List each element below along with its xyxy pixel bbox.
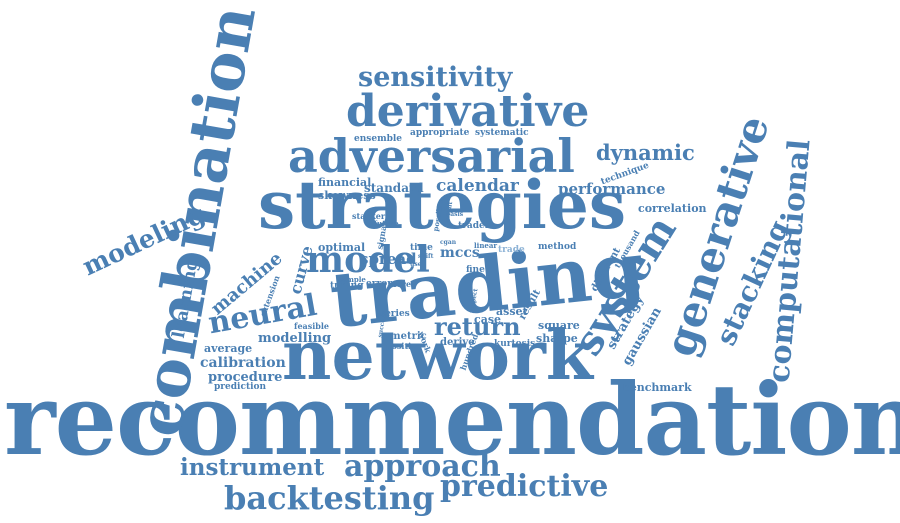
word-benchmark: benchmark — [622, 381, 692, 394]
word-procedure: procedure — [208, 370, 283, 385]
word-asset: asset — [496, 305, 528, 318]
word-use: use — [410, 261, 422, 268]
word-return: return — [434, 312, 521, 341]
word-modelling: modelling — [258, 331, 332, 346]
word-calendar: calendar — [436, 176, 519, 196]
word-derivative: derivative — [346, 86, 590, 137]
word-feasible: feasible — [294, 321, 329, 331]
word-strategies: strategies — [258, 166, 627, 244]
word-cgan: cgan — [440, 239, 457, 246]
word-positive: positive — [386, 341, 421, 351]
word-series: series — [380, 309, 410, 319]
word-average: average — [204, 342, 253, 355]
word-recommendation: recommendation — [4, 363, 900, 478]
word-performance: performance — [558, 180, 666, 198]
word-financial: financial — [318, 176, 372, 189]
word-basis: basis — [446, 211, 464, 218]
word-square: square — [538, 319, 580, 332]
word-skewness: skewness — [318, 189, 376, 202]
word-calibration: calibration — [200, 355, 286, 371]
word-tuning: tuning — [330, 281, 364, 291]
word-correlation: correlation — [638, 202, 707, 215]
word-sample: sample — [338, 275, 366, 284]
word-approach: approach — [344, 449, 501, 484]
word-backtesting: backtesting — [224, 479, 435, 517]
word-time: time — [410, 243, 433, 253]
word-appropriate: appropriate — [410, 128, 470, 138]
word-instrument: instrument — [180, 454, 325, 481]
word-network: network — [282, 316, 593, 396]
word-trader: trader — [458, 221, 490, 231]
word-sensitivity: sensitivity — [358, 62, 513, 93]
word-adversarial: adversarial — [288, 129, 575, 183]
word-future: future — [374, 219, 399, 228]
word-standard: standard — [364, 181, 424, 195]
word-ensemble: ensemble — [354, 134, 403, 144]
word-dynamic: dynamic — [596, 140, 695, 165]
word-method: method — [538, 242, 577, 252]
word-derive: derive — [440, 337, 475, 348]
word-shift: shift — [418, 253, 434, 260]
word-kurtosis: kurtosis — [494, 339, 536, 349]
word-metric: metric — [390, 331, 427, 342]
word-fine: fine — [466, 265, 485, 275]
word-more: more — [388, 279, 412, 289]
word-systematic: systematic — [475, 128, 529, 138]
word-prediction: prediction — [214, 382, 267, 392]
word-case: case — [474, 313, 502, 326]
word-trade: trade — [498, 245, 525, 255]
word-stacker: stacker — [352, 211, 386, 221]
word-optimal: optimal — [318, 241, 366, 254]
word-predictive: predictive — [440, 469, 609, 504]
word-mccs: mccs — [440, 245, 480, 261]
word-linear: linear — [474, 241, 498, 250]
word-error: error — [366, 279, 392, 289]
word-spread: spread — [360, 250, 417, 268]
word-model: model — [306, 239, 430, 281]
word-sharpe: sharpe — [536, 332, 578, 345]
